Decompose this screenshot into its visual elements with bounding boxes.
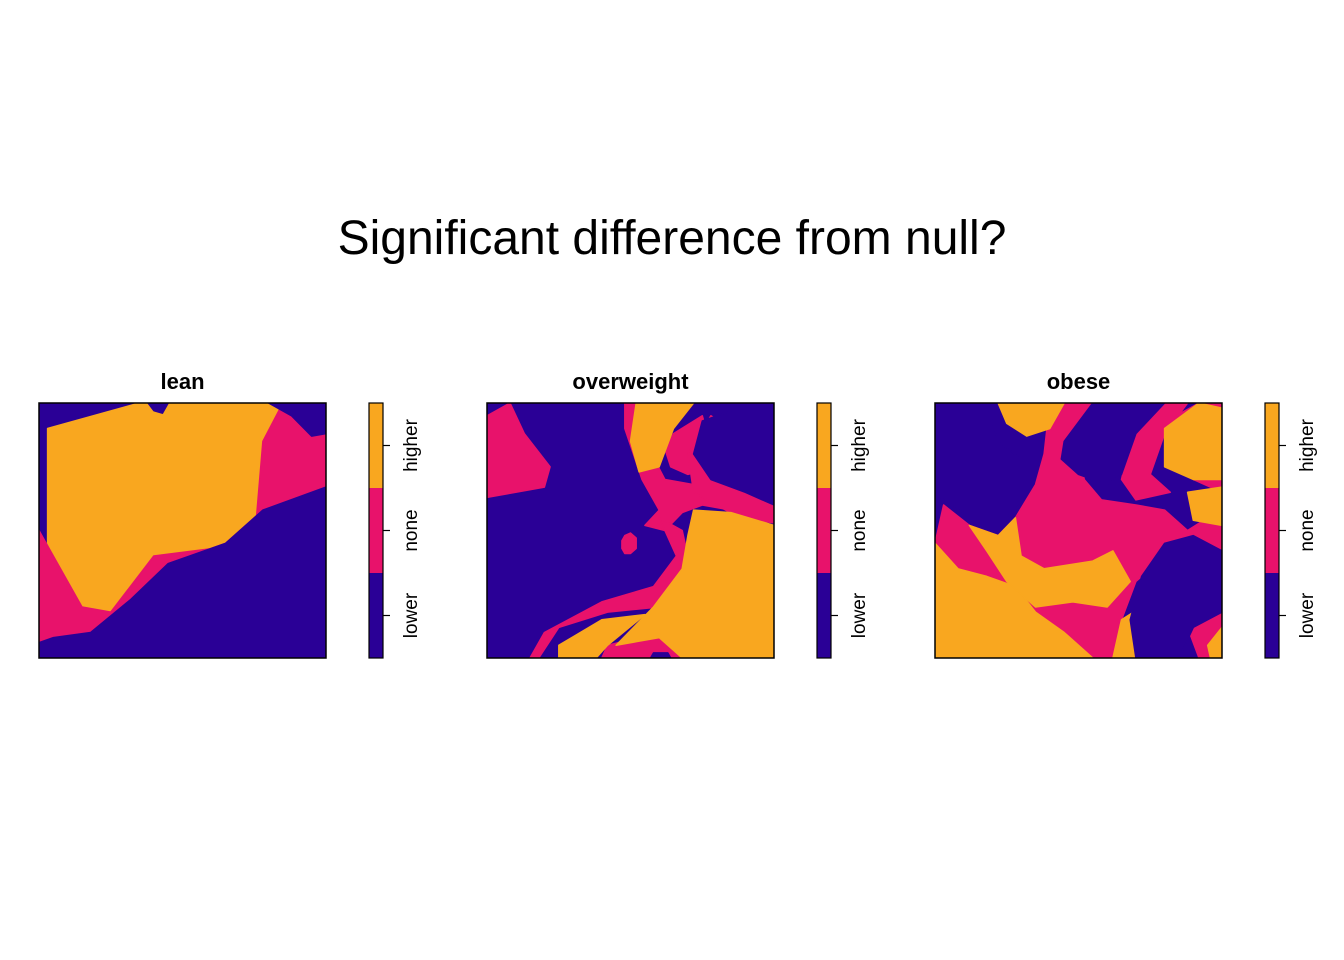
legend-frame [816,402,832,659]
panel-title: lean [160,369,204,394]
plot-frame [38,402,327,659]
region-higher [615,509,774,658]
legend-swatch-lower [817,573,831,658]
legend-swatch-lower [369,573,383,658]
legend-label-none: none [849,509,870,551]
panels: lean lower none higher overweight lower none hi… [38,369,1318,659]
panel-title: overweight [572,369,689,394]
legend: lower none higher [368,402,422,659]
legend-label-lower: lower [849,592,870,638]
region-higher [629,403,695,473]
legend-label-none: none [1297,509,1318,551]
figure-title: Significant difference from null? [338,212,1007,265]
legend-swatch-none [817,488,831,573]
region-lower [1060,403,1166,486]
plot-area [935,403,1222,658]
legend-frame [368,402,384,659]
legend-label-higher: higher [401,418,422,471]
legend: lower none higher [1264,402,1318,659]
region-lower [267,403,326,437]
region-lower [935,403,1028,522]
region-higher [1163,403,1222,481]
region-none [621,532,637,555]
legend-label-higher: higher [849,418,870,471]
region-lower [147,403,169,414]
region-lower [39,486,326,658]
legend-frame [1264,402,1280,659]
legend-swatch-higher [1265,403,1279,488]
legend-swatch-none [369,488,383,573]
region-higher [968,517,1131,608]
region-none [487,403,551,499]
region-higher [1186,486,1222,527]
panel-overweight: overweight lower none higher [486,369,870,659]
region-higher [558,613,646,658]
plot-area [487,403,774,658]
legend-label-higher: higher [1297,418,1318,471]
legend-label-none: none [401,509,422,551]
region-lower [1129,534,1222,658]
plot-area [39,403,326,658]
region-lower [692,403,774,506]
panel-lean: lean lower none higher [38,369,422,659]
region-higher [935,542,1094,658]
panel-title: obese [1047,369,1111,394]
legend: lower none higher [816,402,870,659]
legend-swatch-lower [1265,573,1279,658]
legend-swatch-none [1265,488,1279,573]
plot-frame [934,402,1223,659]
plot-frame [486,402,775,659]
region-lower [649,652,672,658]
legend-swatch-higher [817,403,831,488]
panel-obese: obese lower none higher [934,369,1318,659]
region-higher [997,403,1065,437]
region-higher [1206,626,1222,658]
legend-swatch-higher [369,403,383,488]
legend-label-lower: lower [401,592,422,638]
legend-label-lower: lower [1297,592,1318,638]
